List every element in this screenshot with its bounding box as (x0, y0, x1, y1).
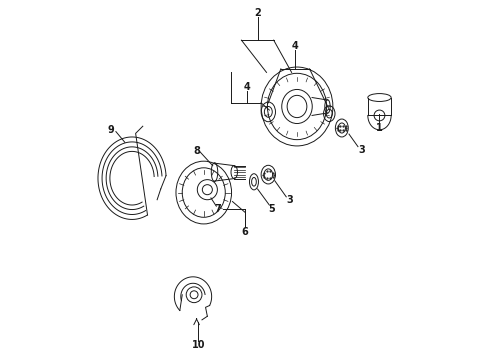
Text: 2: 2 (254, 8, 261, 18)
Text: 6: 6 (242, 227, 248, 237)
Text: 3: 3 (287, 195, 293, 205)
Text: 1: 1 (376, 123, 383, 133)
Text: 5: 5 (269, 204, 275, 214)
Text: 3: 3 (358, 144, 365, 154)
Text: 7: 7 (215, 204, 221, 214)
Text: 10: 10 (192, 340, 205, 350)
Ellipse shape (368, 94, 391, 102)
Text: 9: 9 (107, 125, 114, 135)
Text: 4: 4 (244, 82, 250, 92)
Text: 4: 4 (292, 41, 298, 50)
Text: 8: 8 (193, 145, 200, 156)
